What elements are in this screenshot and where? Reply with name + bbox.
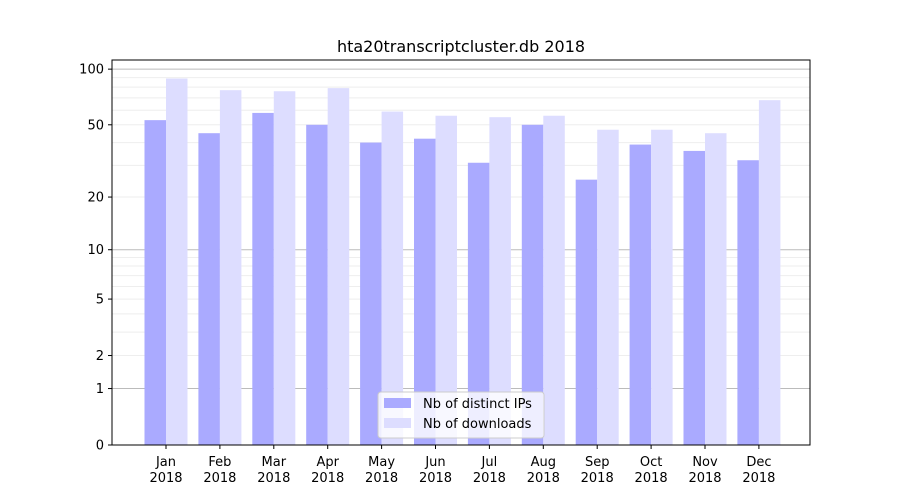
bar-downloads	[435, 115, 457, 445]
x-tick-label: Apr	[316, 455, 339, 470]
legend-label: Nb of downloads	[423, 417, 532, 432]
y-tick-label: 50	[87, 118, 104, 133]
y-tick-label: 10	[87, 243, 104, 258]
x-tick-label: 2018	[688, 471, 721, 486]
x-tick-label: Jan	[155, 455, 176, 470]
x-tick-label: 2018	[581, 471, 614, 486]
bar-downloads	[651, 129, 673, 445]
bar-distinct-ips	[737, 160, 759, 445]
legend-box	[377, 391, 545, 439]
bar-downloads	[705, 133, 727, 445]
bar-downloads	[597, 129, 619, 445]
bar-distinct-ips	[360, 142, 382, 445]
legend: Nb of distinct IPs Nb of downloads	[377, 391, 545, 439]
y-tick-label: 5	[96, 293, 104, 308]
x-tick-label: 2018	[527, 471, 560, 486]
x-tick-label: May	[368, 455, 395, 470]
x-tick-label: 2018	[365, 471, 398, 486]
bar-distinct-ips	[198, 133, 220, 445]
y-tick-label: 1	[96, 382, 104, 397]
bar-distinct-ips	[521, 124, 544, 446]
x-tick-label: Mar	[262, 455, 287, 470]
x-tick-label: Nov	[692, 455, 718, 470]
x-tick-label: 2018	[635, 471, 668, 486]
x-tick-label: Aug	[531, 455, 556, 470]
x-tick-label: Oct	[640, 455, 662, 470]
bar-downloads	[543, 115, 565, 445]
bar-downloads	[489, 117, 511, 446]
x-tick-label: 2018	[473, 471, 506, 486]
bar-distinct-ips	[144, 120, 166, 446]
bar-distinct-ips	[629, 144, 652, 445]
bar-distinct-ips	[467, 162, 490, 446]
bar-distinct-ips	[575, 179, 598, 446]
x-tick-label: 2018	[419, 471, 452, 486]
bar-distinct-ips	[252, 112, 274, 446]
x-tick-label: Jul	[481, 455, 498, 470]
x-tick-label: 2018	[311, 471, 344, 486]
bar-downloads	[166, 78, 188, 446]
bar-downloads	[219, 90, 242, 445]
bar-distinct-ips	[306, 124, 328, 446]
x-tick-label: 2018	[203, 471, 236, 486]
y-tick-label: 100	[79, 63, 104, 78]
bar-distinct-ips	[683, 150, 705, 446]
x-tick-label: 2018	[149, 471, 182, 486]
x-tick-label: 2018	[257, 471, 290, 486]
x-tick-label: Sep	[585, 455, 610, 470]
bar-downloads	[758, 100, 781, 446]
legend-swatch	[384, 418, 411, 428]
bar-downloads	[327, 88, 350, 445]
chart-title: hta20transcriptcluster.db 2018	[337, 37, 585, 56]
x-tick-label: Dec	[746, 455, 771, 470]
x-tick-label: Feb	[208, 455, 231, 470]
bar-downloads	[381, 111, 404, 446]
y-tick-label: 0	[96, 439, 104, 454]
bar-downloads	[273, 91, 296, 445]
x-tick-label: 2018	[742, 471, 775, 486]
y-tick-label: 2	[96, 349, 104, 364]
legend-swatch	[384, 398, 411, 408]
x-tick-label: Jun	[424, 455, 445, 470]
plot-frame	[111, 59, 811, 446]
legend-label: Nb of distinct IPs	[423, 397, 532, 412]
y-tick-label: 20	[87, 191, 104, 206]
bar-distinct-ips	[414, 138, 436, 445]
